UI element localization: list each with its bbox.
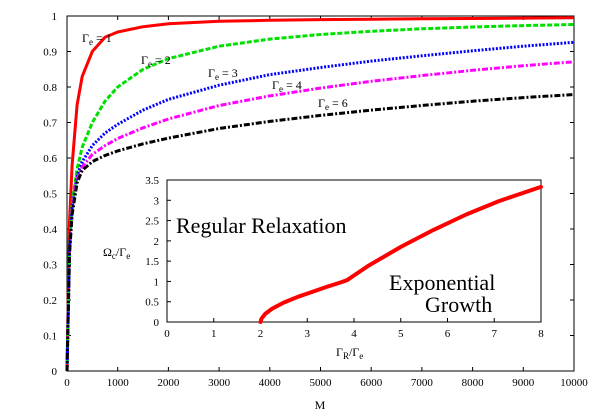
inset-y-tick-label: 0: [154, 317, 160, 329]
main-x-tick-label: 2000: [157, 377, 180, 389]
main-series-line-2: [65, 23, 575, 372]
series-annotation-4: Γe = 4: [272, 78, 302, 94]
series-annotation-5: Γe = 6: [318, 96, 348, 112]
main-x-tick-label: 3000: [208, 377, 231, 389]
inset-y-tick-label: 1.5: [145, 256, 159, 268]
main-y-tick-label: 0.8: [43, 82, 57, 94]
inset-y-tick-label: 3: [154, 195, 160, 207]
main-x-tick-label: 1000: [107, 377, 130, 389]
inset-axis-ticks: 0 1 2 3 4 5 6 7 8 0 0.5 1 1.5 2 2.5 3 3.5: [145, 175, 544, 340]
inset-x-tick-label: 7: [492, 328, 498, 340]
main-x-tick-label: 9000: [512, 377, 535, 389]
inset-y-tick-label: 1: [154, 276, 160, 288]
inset-y-tick-label: 0.5: [145, 297, 159, 309]
inset-series-group: [258, 184, 543, 324]
inset-y-tick-label: 2.5: [145, 216, 159, 228]
inset-x-tick-label: 1: [211, 328, 217, 340]
main-series-line-4: [65, 60, 575, 372]
main-y-tick-label: 0: [52, 366, 58, 378]
main-y-tick-label: 0.1: [43, 331, 57, 343]
inset-x-tick-label: 4: [351, 328, 357, 340]
main-series-line-5: [65, 93, 575, 372]
series-annotation-1: Γe = 1: [82, 31, 112, 47]
inset-series-line-1: [258, 184, 543, 324]
main-series-line-1: [65, 16, 575, 372]
inset-region-label-exponential: Exponential: [389, 270, 495, 295]
main-y-tick-label: 0.4: [43, 224, 57, 236]
main-y-tick-label: 0.2: [43, 295, 57, 307]
main-annotations: Γe = 1 Γe = 2 Γe = 3 Γe = 4 Γe = 6: [82, 31, 348, 112]
inset-x-tick-label: 6: [445, 328, 451, 340]
main-axis-ticks: 0 1000 2000 3000 4000 5000 6000 7000 8000 9000 100…: [43, 11, 588, 389]
series-annotation-2: Γe = 2: [141, 53, 171, 69]
inset-x-tick-label: 5: [398, 328, 404, 340]
inset-x-axis-label: ΓR/Γe: [336, 345, 363, 361]
main-y-tick-label: 0.7: [43, 118, 57, 130]
inset-x-tick-label: 0: [164, 328, 170, 340]
inset-background: [167, 180, 541, 322]
series-annotation-3: Γe = 3: [208, 66, 238, 82]
main-x-tick-label: 8000: [462, 377, 485, 389]
main-y-tick-label: 0.6: [43, 153, 57, 165]
main-x-tick-label: 5000: [310, 377, 333, 389]
main-x-tick-label: 0: [64, 377, 70, 389]
main-x-axis-label: M: [315, 398, 326, 412]
inset-y-tick-label: 2: [154, 236, 160, 248]
inset-x-tick-label: 3: [305, 328, 311, 340]
inset-region-label-growth: Growth: [425, 292, 492, 317]
main-x-tick-label: 6000: [360, 377, 383, 389]
main-x-tick-label: 7000: [411, 377, 434, 389]
main-x-tick-label: 4000: [259, 377, 282, 389]
inset-x-tick-label: 2: [258, 328, 264, 340]
inset-y-tick-label: 3.5: [145, 175, 159, 187]
main-y-tick-label: 1: [52, 11, 58, 23]
main-y-tick-label: 0.3: [43, 260, 57, 272]
inset-x-tick-label: 8: [538, 328, 544, 340]
main-y-tick-label: 0.5: [43, 189, 57, 201]
inset-region-label-regular: Regular Relaxation: [176, 213, 346, 238]
main-y-tick-label: 0.9: [43, 47, 57, 59]
inset-y-axis-label: Ωc/Γe: [103, 245, 130, 261]
main-series-group: [65, 16, 575, 372]
main-x-tick-label: 10000: [560, 377, 588, 389]
